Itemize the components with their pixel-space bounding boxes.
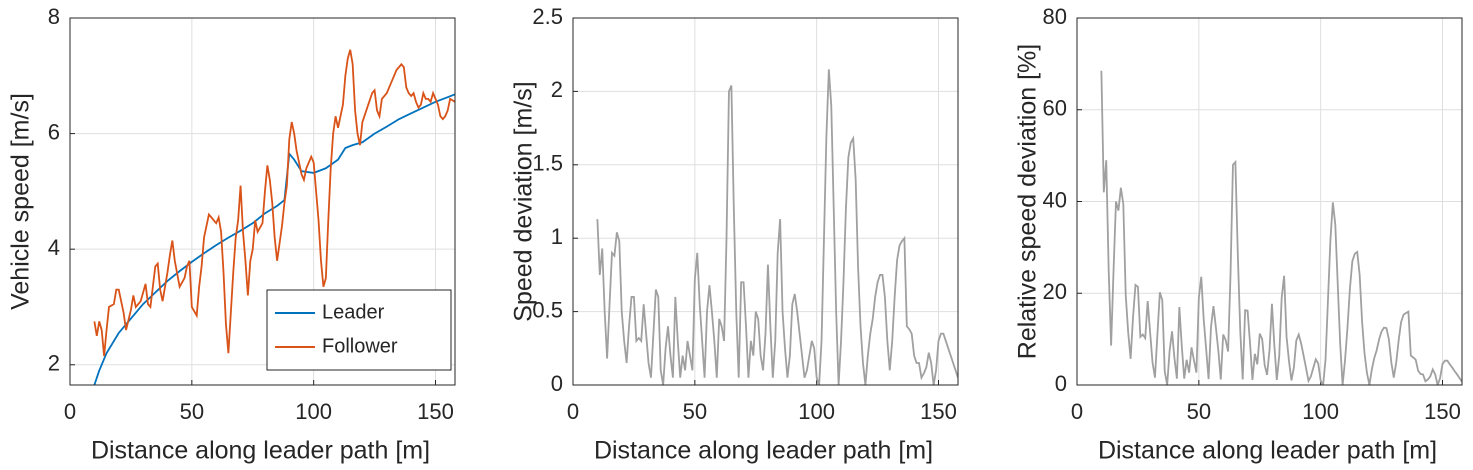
y-tick-label: 20 [1043, 279, 1067, 304]
data-line [1100, 70, 1462, 385]
legend-label: Follower [322, 335, 398, 357]
y-tick-label: 60 [1043, 96, 1067, 121]
x-axis-label: Distance along leader path [m] [1098, 437, 1437, 465]
x-tick-label: 50 [1187, 399, 1211, 424]
x-axis-label: Distance along leader path [m] [594, 437, 933, 465]
y-tick-label: 2 [551, 77, 563, 102]
x-axis-label: Distance along leader path [m] [91, 437, 430, 465]
data-line [596, 69, 958, 385]
y-axis-label: Relative speed deviation [%] [1014, 44, 1042, 359]
y-tick-label: 0 [1055, 371, 1067, 396]
axes-box [69, 17, 456, 386]
subplot: 0 50 100 150 2 4 6 8 Distance along leader path … [7, 4, 456, 465]
x-tick-label: 0 [64, 399, 76, 424]
y-tick-label: 0.5 [532, 297, 563, 322]
subplot: 0 50 100 150 0 20 40 60 80 Distance along leader … [1014, 4, 1463, 465]
x-tick-label: 150 [1424, 399, 1461, 424]
y-tick-label: 8 [48, 4, 60, 29]
data-line [93, 49, 455, 357]
y-tick-label: 1 [551, 224, 563, 249]
y-tick-label: 2 [48, 351, 60, 376]
x-tick-label: 50 [683, 399, 707, 424]
x-tick-label: 0 [1071, 399, 1083, 424]
y-tick-label: 6 [48, 119, 60, 144]
x-tick-label: 50 [180, 399, 204, 424]
subplot: 0 50 100 150 0 0.5 1 1.5 2 2.5 Distance along lead… [510, 4, 959, 465]
legend-box [266, 289, 452, 371]
y-tick-label: 2.5 [532, 4, 563, 29]
x-tick-label: 100 [798, 399, 835, 424]
x-tick-label: 100 [1302, 399, 1339, 424]
axes-box [572, 17, 959, 386]
x-tick-label: 150 [417, 399, 454, 424]
y-axis-label: Vehicle speed [m/s] [7, 93, 35, 310]
y-tick-label: 80 [1043, 4, 1067, 29]
y-tick-label: 4 [48, 235, 60, 260]
x-tick-label: 100 [295, 399, 332, 424]
y-tick-label: 40 [1043, 187, 1067, 212]
y-tick-label: 0 [551, 371, 563, 396]
y-tick-label: 1.5 [532, 151, 563, 176]
legend-label: Leader [322, 301, 385, 323]
x-tick-label: 150 [920, 399, 957, 424]
x-tick-label: 0 [567, 399, 579, 424]
y-axis-label: Speed deviation [m/s] [510, 81, 538, 321]
axes-box [1076, 17, 1463, 386]
